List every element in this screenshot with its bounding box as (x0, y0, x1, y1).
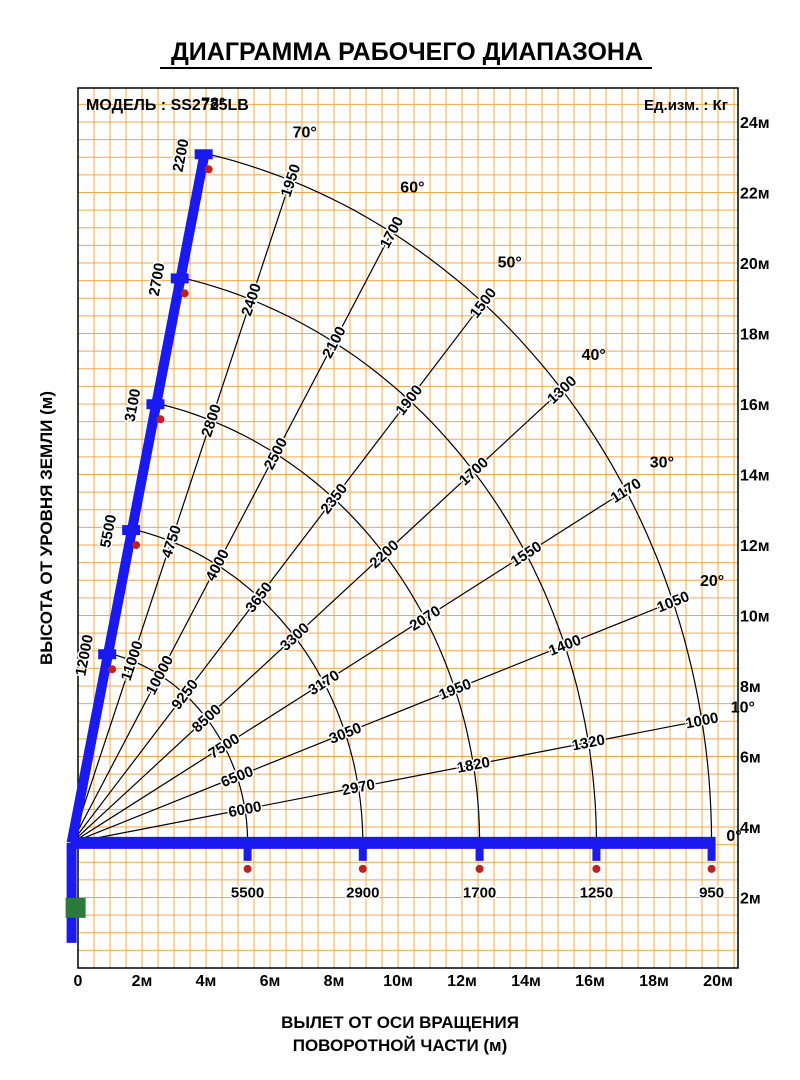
angle-label: 78° (201, 95, 225, 112)
boom-head (592, 846, 601, 861)
boom (66, 152, 210, 844)
load-arc (204, 152, 713, 843)
load-arc (180, 276, 597, 843)
y-tick-label: 6м (740, 750, 761, 767)
radial-line (71, 180, 292, 844)
y-tick-label: 20м (740, 256, 770, 273)
load-label: 950 (699, 885, 724, 902)
hook (707, 864, 716, 873)
y-tick-label: 4м (740, 820, 761, 837)
crane-base (65, 897, 86, 918)
angle-label: 20° (700, 573, 724, 590)
y-tick-label: 14м (740, 468, 770, 485)
radial-line (71, 232, 393, 844)
hook (358, 864, 367, 873)
angle-label: 10° (731, 699, 755, 716)
hook (204, 165, 213, 174)
hook (132, 541, 141, 550)
frame (77, 87, 739, 969)
title: ДИАГРАММА РАБОЧЕГО ДИАПАЗОНА (171, 38, 643, 66)
y-tick-label: 24м (740, 115, 770, 132)
boom-head (146, 399, 165, 410)
boom-head (170, 273, 189, 284)
angle-label: 30° (650, 454, 674, 471)
load-label: 1700 (463, 885, 496, 902)
hook (592, 864, 601, 873)
hook (243, 864, 252, 873)
x-tick-label: 6м (260, 973, 281, 990)
x-tick-label: 12м (447, 973, 477, 990)
boom (71, 836, 716, 849)
y-tick-label: 2м (740, 891, 761, 908)
hook (475, 864, 484, 873)
radial-line (71, 389, 563, 844)
boom-head (98, 649, 117, 660)
x-axis-label: ВЫЛЕТ ОТ ОСИ ВРАЩЕНИЯ (281, 1013, 519, 1032)
model: МОДЕЛЬ : SS2725LB (86, 97, 249, 114)
y-tick-label: 8м (740, 679, 761, 696)
radial-line (71, 719, 702, 844)
boom-head (243, 846, 252, 861)
hook (108, 665, 117, 674)
load-arc (156, 402, 481, 843)
x-tick-label: 0 (74, 973, 83, 990)
x-tick-label: 16м (575, 973, 605, 990)
angle-label: 40° (582, 347, 606, 364)
load-label: 2900 (346, 885, 379, 902)
crane-column (66, 842, 77, 943)
unit: Ед.изм. : Кг (644, 97, 728, 114)
radial-line (71, 489, 627, 844)
angle-label: 50° (498, 255, 522, 272)
boom-head (122, 525, 141, 536)
x-tick-label: 8м (324, 973, 345, 990)
y-tick-label: 16м (740, 397, 770, 414)
x-tick-label: 2м (132, 973, 153, 990)
x-axis-label: ПОВОРОТНОЙ ЧАСТИ (м) (293, 1036, 508, 1055)
boom-head (194, 149, 213, 160)
y-tick-label: 18м (740, 327, 770, 344)
x-tick-label: 20м (703, 973, 733, 990)
x-tick-label: 14м (511, 973, 541, 990)
angle-label: 70° (293, 124, 317, 141)
angle-label: 60° (400, 180, 424, 197)
x-tick-label: 4м (196, 973, 217, 990)
x-tick-label: 18м (639, 973, 669, 990)
y-tick-label: 10м (740, 609, 770, 626)
radial-line (71, 601, 674, 844)
y-tick-label: 22м (740, 186, 770, 203)
y-tick-label: 12м (740, 538, 770, 555)
grid (78, 88, 738, 968)
load-arc (131, 528, 364, 843)
load-arc (108, 652, 249, 843)
boom-head (358, 846, 367, 861)
boom-head (475, 846, 484, 861)
y-axis-label: ВЫСОТА ОТ УРОВНЯ ЗЕМЛИ (м) (37, 391, 56, 665)
boom-head (707, 846, 716, 861)
load-label: 5500 (231, 885, 264, 902)
load-label: 1250 (580, 885, 613, 902)
hook (156, 415, 165, 424)
x-tick-label: 10м (383, 973, 413, 990)
radial-line (71, 302, 484, 844)
angle-label: 0° (726, 828, 741, 845)
hook (180, 289, 189, 298)
